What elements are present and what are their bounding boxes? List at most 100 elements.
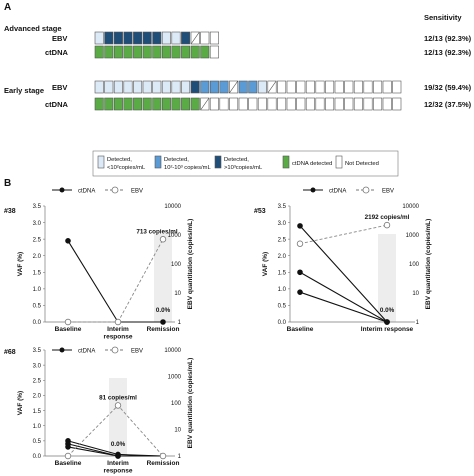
x-label-0-0: Baseline	[55, 326, 82, 333]
ebv-point-0-0-0	[64, 318, 72, 326]
legend-ctdna-label-1: ctDNA	[329, 189, 346, 195]
left-tick-label-1-2: 1.0	[278, 287, 287, 293]
legend-text-4: Not Detected	[345, 161, 379, 167]
cell-r3-c9	[181, 97, 191, 111]
highlight-band-2	[109, 378, 127, 456]
right-axis-label-2: EBV quantitation (copies/mL)	[187, 358, 194, 449]
right-tick-label-0-0: 1	[178, 320, 182, 326]
right-tick-label-1-1: 10	[412, 291, 419, 297]
left-tick-label-1-0: 0.0	[278, 320, 287, 326]
ctdna-point-1-0-0	[297, 223, 303, 229]
cell-r2-c6	[152, 80, 162, 94]
cell-r3-c31	[392, 97, 402, 111]
sensitivity-1: 12/13 (92.3%)	[424, 48, 472, 57]
legend-text-1-b: 10²-10³ copies/mL	[164, 165, 211, 171]
cell-r3-c18	[267, 97, 277, 111]
cell-r0-c9	[181, 31, 191, 45]
cell-r2-c28	[363, 80, 373, 94]
cell-r1-c10	[190, 45, 200, 59]
cell-r2-c23	[315, 80, 325, 94]
cell-r3-c12	[209, 97, 219, 111]
left-tick-label-2-6: 3.0	[33, 363, 42, 369]
cell-r2-c20	[286, 80, 296, 94]
legend-box	[92, 150, 399, 177]
cell-r3-c26	[344, 97, 354, 111]
cell-r1-c9	[181, 45, 191, 59]
cell-r3-c27	[353, 97, 363, 111]
highlight-band-1	[378, 234, 396, 322]
cell-r1-c4	[133, 45, 143, 59]
left-tick-label-2-1: 0.5	[33, 439, 42, 445]
right-tick-label-0-3: 1000	[168, 233, 182, 239]
legend-ebv-label-0: EBV	[131, 189, 143, 195]
left-tick-label-2-5: 2.5	[33, 378, 42, 384]
right-tick-label-1-3: 1000	[406, 233, 420, 239]
ebv-point-1-0-1	[383, 221, 391, 229]
right-tick-label-1-0: 1	[416, 320, 420, 326]
legend-text-2-b: >10³copies/mL	[224, 165, 263, 171]
right-tick-label-2-1: 10	[174, 428, 181, 434]
left-tick-label-1-6: 3.0	[278, 221, 287, 227]
panel-b-label: B	[4, 178, 11, 189]
patient-id-0: #38	[4, 208, 16, 215]
right-tick-label-0-4: 10000	[164, 204, 181, 210]
right-tick-label-1-4: 10000	[402, 204, 419, 210]
x-label-0-1-1: response	[104, 334, 133, 341]
ctdna-line-1-2	[299, 291, 388, 323]
panel-a-label: A	[4, 2, 11, 13]
left-tick-label-1-3: 1.5	[278, 270, 287, 276]
cell-r1-c12	[209, 45, 219, 59]
legend-text-1-a: Detected,	[164, 157, 189, 163]
legend-swatch-0	[97, 155, 105, 169]
annotation-copies-0: 713 copies/ml	[136, 228, 178, 235]
left-tick-label-2-3: 1.5	[33, 409, 42, 415]
cell-r2-c26	[344, 80, 354, 94]
cell-r2-c4	[133, 80, 143, 94]
cell-r2-c21	[296, 80, 306, 94]
cell-r3-c1	[104, 97, 114, 111]
cell-r0-c8	[171, 31, 181, 45]
cell-r2-c1	[104, 80, 114, 94]
cell-r2-c31	[392, 80, 402, 94]
legend-text-0-a: Detected,	[107, 157, 132, 163]
cell-r1-c0	[94, 45, 104, 59]
cell-r2-c24	[325, 80, 335, 94]
cell-r2-c29	[373, 80, 383, 94]
right-tick-label-2-0: 1	[178, 454, 182, 460]
cell-r0-c1	[104, 31, 114, 45]
legend-ebv-label-2: EBV	[131, 349, 143, 355]
left-tick-label-0-6: 3.0	[33, 221, 42, 227]
ebv-point-2-0-0	[64, 452, 72, 460]
legend-ctdna-marker-1	[310, 187, 316, 193]
cell-r2-c8	[171, 80, 181, 94]
row-label-0: EBV	[52, 34, 67, 43]
left-tick-label-1-1: 0.5	[278, 304, 287, 310]
cell-r3-c7	[161, 97, 171, 111]
cell-r1-c7	[161, 45, 171, 59]
left-tick-label-0-7: 3.5	[33, 204, 42, 210]
left-tick-label-2-4: 2.0	[33, 394, 42, 400]
cell-r0-c6	[152, 31, 162, 45]
cell-r3-c22	[305, 97, 315, 111]
cell-r2-c2	[113, 80, 123, 94]
ctdna-point-0-0-0	[65, 238, 71, 244]
annotation-vaf-2: 0.0%	[111, 441, 126, 448]
right-axis-label-1: EBV quantitation (copies/mL)	[425, 219, 432, 310]
cell-r2-c9	[181, 80, 191, 94]
cell-r0-c11	[200, 31, 210, 45]
cell-r0-c12	[209, 31, 219, 45]
legend-ebv-marker-2	[111, 346, 119, 354]
right-tick-label-0-1: 10	[174, 291, 181, 297]
cell-r3-c17	[257, 97, 267, 111]
chart-0: #38 ctDNA EBV 0.0 0.5 1.0 1.5 2.0 2.5 3.0 3.5 VAF (…	[4, 186, 194, 341]
legend-swatch-4	[335, 155, 343, 169]
annotation-copies-2: 81 copies/ml	[99, 394, 137, 401]
legend-text-2-a: Detected,	[224, 157, 249, 163]
cell-r1-c11	[200, 45, 210, 59]
cell-r2-c3	[123, 80, 133, 94]
row-label-2: EBV	[52, 83, 67, 92]
cell-r3-c8	[171, 97, 181, 111]
cell-r3-c10	[190, 97, 200, 111]
legend-ebv-marker-1	[362, 186, 370, 194]
